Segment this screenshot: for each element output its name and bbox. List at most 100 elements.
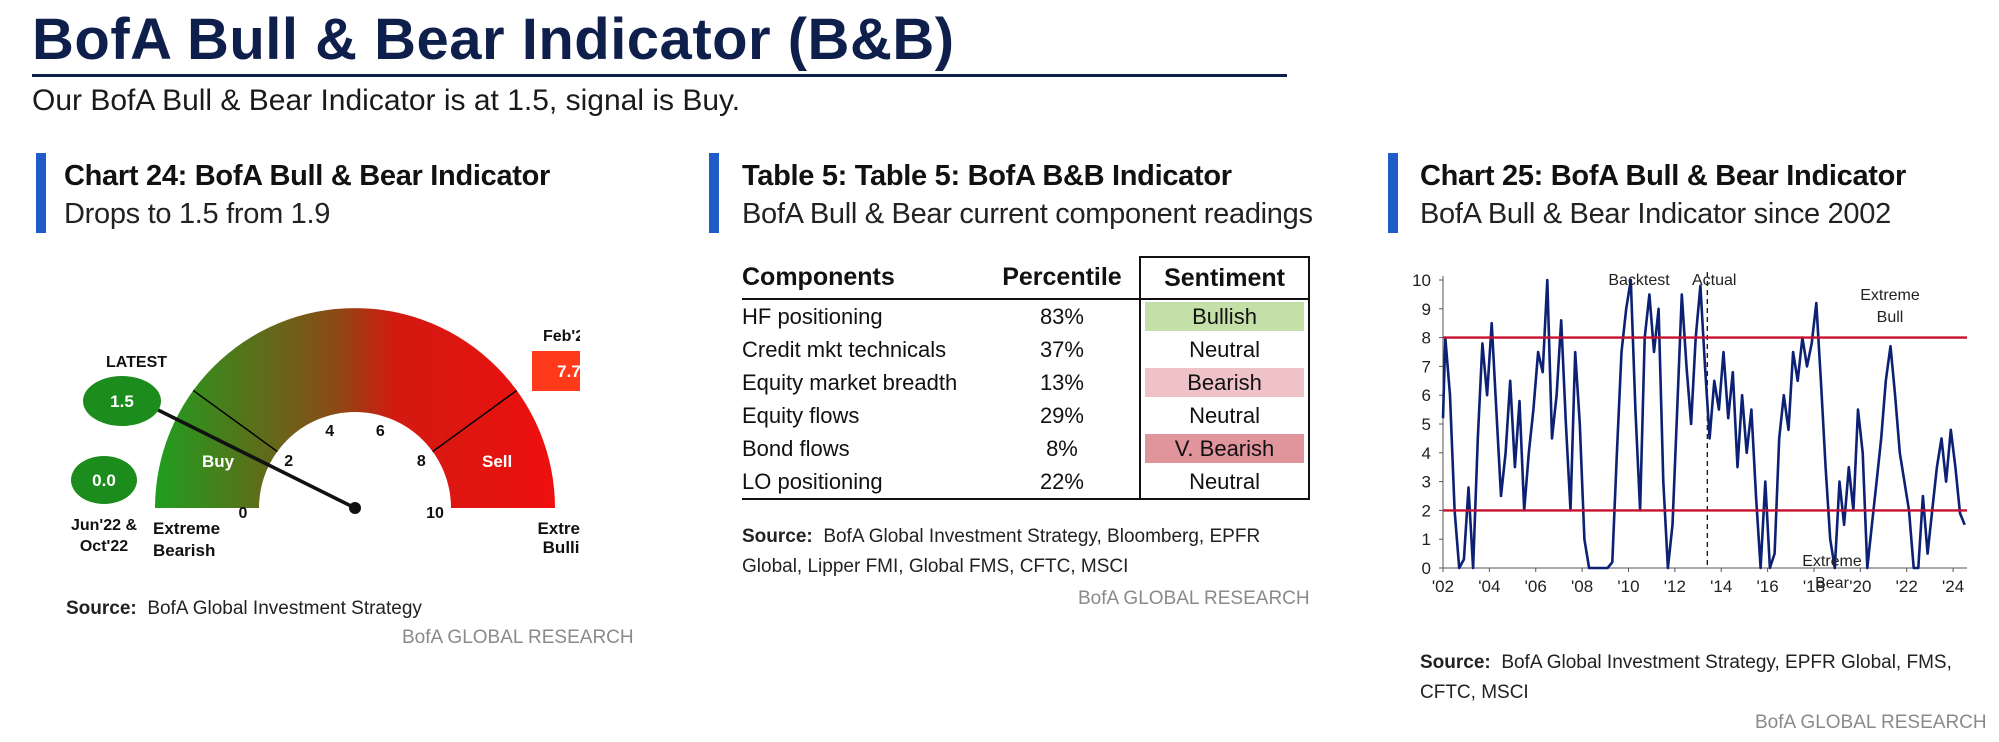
y-tick-label: 0 <box>1422 559 1431 578</box>
gauge-tick-label: 0 <box>239 505 248 522</box>
line-chart: 0 1 2 3 4 5 6 7 8 9 10 '02 '04 '06 '08 '10 '12 '14 '16 '18 '… <box>1412 271 1967 596</box>
chart25-title: Chart 25: BofA Bull & Bear Indicator <box>1420 160 1907 192</box>
col-header-components: Components <box>742 257 985 300</box>
extreme-bullish-label-1: Extreme <box>537 519 580 538</box>
table5-subtitle: BofA Bull & Bear current component readi… <box>742 198 1313 230</box>
chart25-subtitle: BofA Bull & Bear Indicator since 2002 <box>1420 198 1891 230</box>
feb21-value: 7.7 <box>557 362 580 381</box>
sentiment-badge: Bullish <box>1145 302 1304 331</box>
latest-bubble <box>83 376 161 426</box>
sentiment-badge: Neutral <box>1189 469 1260 494</box>
y-tick-label: 3 <box>1422 473 1431 492</box>
min-value: 0.0 <box>92 471 116 490</box>
cell-sentiment: V. Bearish <box>1139 432 1310 465</box>
cell-component: HF positioning <box>742 303 883 329</box>
source-text-1: BofA Global Investment Strategy, EPFR Gl… <box>1501 652 1952 673</box>
y-tick-label: 2 <box>1422 501 1431 520</box>
feb21-box <box>532 351 580 391</box>
cell-percentile: 37% <box>1039 336 1084 362</box>
sentiment-badge: Bearish <box>1145 368 1304 397</box>
min-date-label-2: Oct'22 <box>80 538 128 555</box>
annot-extreme-bull-1: Extreme <box>1860 287 1920 304</box>
table5-source: Source: BofA Global Investment Strategy,… <box>742 522 1302 582</box>
extreme-bearish-label-1: Extreme <box>153 519 220 538</box>
gauge-tick-label: 10 <box>426 505 444 522</box>
x-tick-label: '18 <box>1803 577 1825 596</box>
cell-sentiment: Bullish <box>1139 299 1310 333</box>
cell-component: LO positioning <box>742 465 985 500</box>
annot-actual: Actual <box>1692 272 1736 289</box>
table5-research-tag: BofA GLOBAL RESEARCH <box>1078 588 1310 609</box>
cell-sentiment: Neutral <box>1139 465 1310 500</box>
table-row: HF positioning 83% Bullish <box>742 299 1310 333</box>
y-tick-label: 10 <box>1412 271 1431 290</box>
y-tick-label: 6 <box>1422 386 1431 405</box>
gauge-tick-label: 8 <box>417 453 426 470</box>
y-tick-label: 9 <box>1422 300 1431 319</box>
latest-value: 1.5 <box>110 392 134 411</box>
bb-indicator-series-line <box>1441 278 1966 570</box>
col-header-sentiment: Sentiment <box>1139 256 1310 300</box>
cell-percentile: 8% <box>1046 435 1078 461</box>
x-tick-label: '10 <box>1617 577 1639 596</box>
table5-title: Table 5: Table 5: BofA B&B Indicator <box>742 160 1232 192</box>
gauge-buy-label: Buy <box>202 452 235 471</box>
sentiment-badge: V. Bearish <box>1145 434 1304 463</box>
table-row: LO positioning 22% Neutral <box>742 465 1310 500</box>
table-row: Equity market breadth 13% Bearish <box>742 366 1310 399</box>
x-tick-label: '14 <box>1710 577 1732 596</box>
source-text-1: BofA Global Investment Strategy, Bloombe… <box>823 526 1261 547</box>
x-tick-label: '20 <box>1849 577 1871 596</box>
cell-sentiment: Bearish <box>1139 366 1310 399</box>
cell-component: Bond flows <box>742 435 850 461</box>
chart24-research-tag: BofA GLOBAL RESEARCH <box>402 627 634 648</box>
chart25-research-tag: BofA GLOBAL RESEARCH <box>1755 712 1987 733</box>
cell-percentile: 83% <box>1039 303 1084 329</box>
y-tick-label: 8 <box>1422 329 1431 348</box>
table-row: Credit mkt technicals 37% Neutral <box>742 333 1310 366</box>
x-tick-label: '08 <box>1571 577 1593 596</box>
x-tick-label: '16 <box>1757 577 1779 596</box>
chart24-accent-bar <box>36 153 46 233</box>
table5-accent-bar <box>709 153 719 233</box>
feb21-label: Feb'21 <box>543 328 580 345</box>
table-header-row: Components Percentile Sentiment <box>742 256 1310 300</box>
cell-sentiment: Neutral <box>1139 399 1310 432</box>
source-label: Source: <box>66 598 137 619</box>
cell-component: Equity market breadth <box>742 369 958 395</box>
min-date-label-1: Jun'22 & <box>71 517 137 534</box>
gauge-sell-threshold <box>432 389 518 453</box>
source-text-2: CFTC, MSCI <box>1420 682 1529 703</box>
y-tick-label: 5 <box>1422 415 1431 434</box>
min-bubble <box>71 456 137 504</box>
x-tick-label: '04 <box>1478 577 1500 596</box>
x-tick-label: '24 <box>1942 577 1964 596</box>
cell-component: Equity flows <box>742 402 860 428</box>
gauge-tick-label: 2 <box>284 453 293 470</box>
annot-extreme-bear-1: Extreme <box>1802 553 1862 570</box>
sentiment-badge: Neutral <box>1189 403 1260 428</box>
source-label: Source: <box>742 526 813 547</box>
table-row: Bond flows 8% V. Bearish <box>742 432 1310 465</box>
x-tick-label: '22 <box>1896 577 1918 596</box>
title-divider <box>32 74 1287 77</box>
y-tick-label: 4 <box>1422 444 1431 463</box>
source-label: Source: <box>1420 652 1491 673</box>
sentiment-badge: Neutral <box>1189 337 1260 362</box>
source-text-2: Global, Lipper FMI, Global FMS, CFTC, MS… <box>742 556 1129 577</box>
source-text: BofA Global Investment Strategy <box>147 598 422 619</box>
gauge-needle <box>147 403 356 510</box>
col-header-percentile: Percentile <box>984 257 1141 300</box>
latest-label: LATEST <box>106 354 167 371</box>
table-row: Equity flows 29% Neutral <box>742 399 1310 432</box>
page-title: BofA Bull & Bear Indicator (B&B) <box>32 7 955 72</box>
y-tick-label: 1 <box>1422 530 1431 549</box>
chart25-source: Source: BofA Global Investment Strategy,… <box>1420 648 1980 708</box>
gauge-tick-label: 4 <box>325 423 334 440</box>
chart24-title: Chart 24: BofA Bull & Bear Indicator <box>64 160 551 192</box>
chart24-subtitle: Drops to 1.5 from 1.9 <box>64 198 331 230</box>
cell-component: Credit mkt technicals <box>742 336 947 362</box>
y-tick-label: 7 <box>1422 357 1431 376</box>
cell-percentile: 13% <box>1039 369 1084 395</box>
x-tick-label: '02 <box>1432 577 1454 596</box>
